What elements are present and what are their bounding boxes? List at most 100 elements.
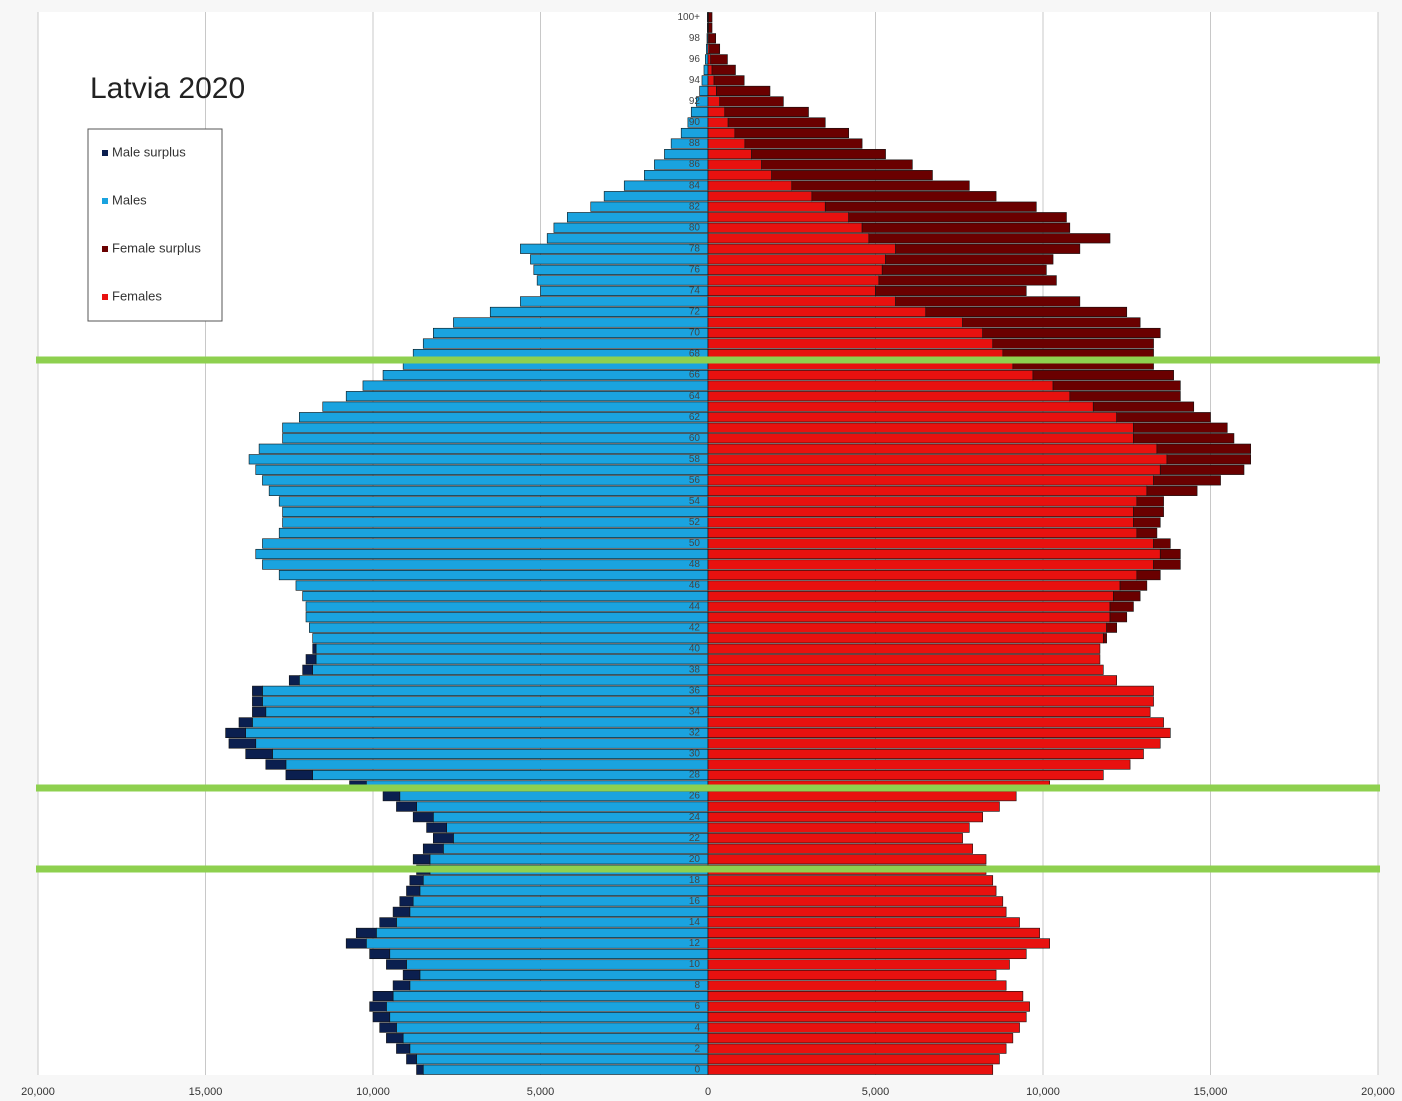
bar <box>707 833 963 844</box>
bar <box>1146 485 1198 496</box>
age-label: 40 <box>689 643 701 654</box>
bar <box>707 1012 1027 1023</box>
bar <box>392 906 411 917</box>
bar <box>372 991 394 1002</box>
bar <box>288 675 300 686</box>
legend-swatch <box>102 246 108 252</box>
bar <box>392 980 411 991</box>
bar <box>707 801 1000 812</box>
bar <box>252 696 263 707</box>
age-label: 46 <box>689 580 701 591</box>
bar <box>282 433 709 444</box>
age-label: 52 <box>689 517 701 528</box>
bar <box>315 643 709 654</box>
bar <box>707 1022 1020 1033</box>
bar <box>707 948 1027 960</box>
bar <box>536 275 709 286</box>
bar <box>365 938 709 949</box>
bar <box>707 654 1101 665</box>
legend-swatch <box>102 198 108 204</box>
bar <box>881 264 1047 275</box>
bar <box>396 1043 411 1054</box>
bar <box>302 591 709 602</box>
bar <box>295 580 709 591</box>
bar <box>396 917 709 928</box>
age-label: 82 <box>689 201 701 212</box>
bar <box>707 201 826 212</box>
bar <box>727 117 826 128</box>
bar <box>707 1033 1014 1044</box>
age-label: 36 <box>689 685 701 696</box>
bar <box>362 380 709 391</box>
bar <box>811 191 997 202</box>
bar <box>262 559 709 570</box>
bar <box>282 422 709 433</box>
age-label: 4 <box>694 1022 700 1033</box>
bar <box>379 1022 397 1033</box>
bar <box>389 948 709 960</box>
bar <box>1106 622 1118 633</box>
x-tick-label: 15,000 <box>1194 1086 1228 1098</box>
age-label: 88 <box>689 138 701 149</box>
bar <box>734 127 849 139</box>
bar <box>419 969 709 981</box>
age-label: 0 <box>694 1064 700 1075</box>
bar <box>429 854 709 865</box>
age-label: 6 <box>694 1001 700 1012</box>
bar <box>707 191 813 202</box>
x-tick-label: 20,000 <box>1361 1086 1395 1098</box>
bar <box>707 738 1161 749</box>
bar <box>443 843 709 854</box>
bar <box>255 738 709 749</box>
bar <box>925 306 1128 318</box>
bar <box>992 338 1154 349</box>
bar <box>412 896 709 907</box>
bar <box>707 548 1161 560</box>
bar <box>1052 380 1181 391</box>
bar <box>868 233 1111 244</box>
bar <box>399 896 414 907</box>
bar <box>322 401 709 412</box>
bar <box>707 180 793 191</box>
bar <box>1153 538 1171 549</box>
bar <box>282 517 709 528</box>
bar <box>409 980 709 991</box>
bar <box>265 759 287 770</box>
bar <box>345 938 367 949</box>
bar <box>875 285 1027 296</box>
bar <box>252 685 263 696</box>
bar <box>664 149 709 160</box>
age-label: 26 <box>689 791 701 802</box>
age-label: 70 <box>689 328 701 339</box>
bar <box>416 1054 709 1065</box>
bar <box>1113 591 1141 602</box>
bar <box>255 548 709 560</box>
legend-swatch <box>102 294 108 300</box>
bar <box>707 149 752 160</box>
bar <box>546 233 709 244</box>
bar <box>278 496 709 507</box>
legend-label: Males <box>112 192 147 207</box>
bar <box>446 822 709 833</box>
x-tick-label: 10,000 <box>356 1086 390 1098</box>
bar <box>278 570 709 581</box>
bar <box>245 727 709 739</box>
age-label: 66 <box>689 370 701 381</box>
age-label: 24 <box>689 812 701 823</box>
bar <box>707 275 880 286</box>
bar <box>603 191 709 202</box>
bar <box>707 264 883 275</box>
bar <box>258 443 709 454</box>
age-label: 54 <box>689 496 701 507</box>
bar <box>761 159 913 170</box>
bar <box>707 327 984 339</box>
bar <box>707 517 1134 528</box>
bar <box>252 717 709 728</box>
bar <box>302 664 313 675</box>
age-label: 62 <box>689 412 701 423</box>
bar <box>708 33 717 44</box>
bar <box>707 570 1138 581</box>
bar <box>422 843 444 854</box>
bar <box>416 1064 424 1075</box>
